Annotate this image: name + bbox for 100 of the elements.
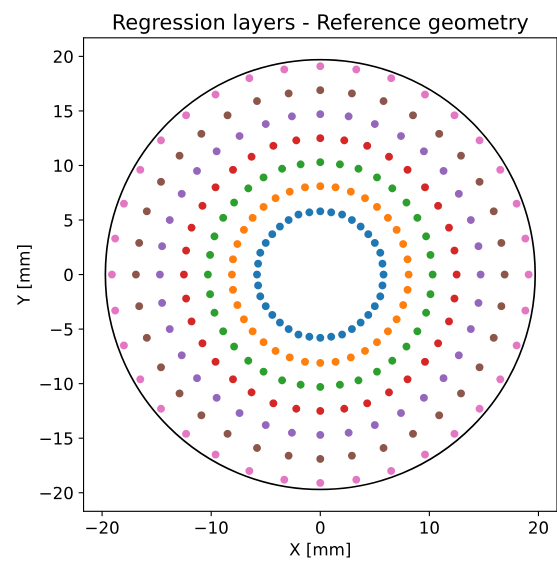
point bbox=[476, 270, 485, 279]
point bbox=[340, 136, 348, 144]
point bbox=[136, 166, 144, 174]
point bbox=[316, 406, 324, 415]
x-axis-title: X [mm] bbox=[290, 542, 350, 558]
point bbox=[212, 450, 220, 459]
point bbox=[120, 200, 128, 208]
point bbox=[440, 166, 448, 175]
point bbox=[276, 222, 284, 231]
point bbox=[373, 338, 381, 346]
point bbox=[370, 238, 379, 247]
point bbox=[474, 242, 482, 250]
point bbox=[142, 207, 151, 216]
point bbox=[450, 246, 458, 255]
point bbox=[286, 354, 294, 362]
point bbox=[294, 210, 302, 219]
point bbox=[268, 230, 276, 238]
point bbox=[348, 216, 356, 224]
point bbox=[296, 380, 305, 389]
point bbox=[254, 260, 262, 268]
point bbox=[212, 183, 220, 192]
point bbox=[402, 198, 410, 207]
point bbox=[450, 111, 458, 120]
point bbox=[198, 202, 206, 210]
point bbox=[256, 248, 264, 257]
point bbox=[240, 315, 248, 324]
point bbox=[278, 376, 286, 384]
point bbox=[521, 306, 530, 315]
point bbox=[210, 232, 218, 240]
point bbox=[348, 325, 356, 334]
point bbox=[316, 207, 324, 216]
point bbox=[316, 62, 324, 70]
point bbox=[316, 454, 324, 463]
point bbox=[348, 452, 356, 460]
y-tick-label: 10 bbox=[54, 159, 73, 172]
point bbox=[466, 216, 475, 224]
y-tick-label: 0 bbox=[64, 268, 73, 282]
point bbox=[474, 298, 482, 307]
point bbox=[378, 282, 386, 290]
point bbox=[108, 270, 116, 279]
point bbox=[434, 202, 442, 210]
point bbox=[256, 292, 264, 300]
point bbox=[253, 444, 261, 452]
point bbox=[524, 270, 533, 279]
point bbox=[450, 430, 458, 438]
point bbox=[260, 368, 268, 376]
point bbox=[512, 342, 521, 350]
point bbox=[288, 428, 296, 437]
point bbox=[292, 136, 300, 144]
point bbox=[288, 112, 296, 120]
point bbox=[352, 66, 360, 74]
y-tick-label: −5 bbox=[51, 323, 72, 336]
point bbox=[197, 411, 206, 420]
point bbox=[244, 356, 252, 365]
point bbox=[240, 226, 248, 234]
point bbox=[364, 230, 372, 238]
x-tick-label: 20 bbox=[529, 521, 548, 534]
point bbox=[193, 374, 201, 382]
point bbox=[157, 404, 165, 413]
point bbox=[262, 120, 270, 128]
point bbox=[284, 325, 293, 334]
point bbox=[284, 90, 293, 98]
point bbox=[409, 111, 417, 120]
point bbox=[210, 308, 218, 317]
point bbox=[413, 214, 422, 222]
point bbox=[228, 270, 236, 279]
point bbox=[193, 166, 201, 175]
point bbox=[348, 90, 356, 98]
point bbox=[233, 301, 242, 310]
point bbox=[236, 409, 244, 418]
point bbox=[512, 200, 521, 208]
point bbox=[157, 363, 165, 372]
point bbox=[178, 190, 186, 198]
point bbox=[363, 142, 372, 150]
point bbox=[260, 338, 268, 346]
point bbox=[158, 242, 166, 250]
point bbox=[292, 404, 300, 413]
point bbox=[428, 270, 437, 279]
point bbox=[496, 375, 504, 384]
point bbox=[421, 90, 429, 99]
point bbox=[380, 97, 388, 106]
point bbox=[296, 160, 305, 168]
point bbox=[182, 430, 190, 438]
point bbox=[219, 214, 228, 222]
point bbox=[363, 399, 372, 408]
point bbox=[422, 308, 430, 317]
point bbox=[385, 152, 393, 161]
point bbox=[301, 358, 309, 366]
point bbox=[212, 358, 220, 366]
point bbox=[316, 134, 324, 142]
point bbox=[364, 310, 372, 319]
point bbox=[142, 334, 151, 342]
point bbox=[135, 302, 144, 310]
point bbox=[260, 202, 268, 211]
point bbox=[450, 294, 458, 303]
point bbox=[276, 318, 284, 327]
point bbox=[229, 286, 237, 294]
point bbox=[435, 130, 444, 138]
point bbox=[338, 210, 346, 219]
point bbox=[156, 270, 164, 279]
